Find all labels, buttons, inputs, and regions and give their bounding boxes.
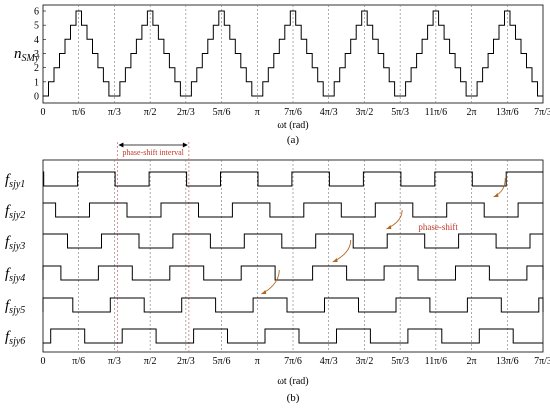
x-tick-label: 2π/3 <box>177 107 195 118</box>
x-tick-label: π <box>255 107 260 118</box>
switching-trace-sjy4 <box>42 265 544 281</box>
x-tick-label: 2π <box>467 107 477 118</box>
x-tick-label: 13π/6 <box>496 356 519 367</box>
trace-label-sjy2: fsjy2 <box>5 203 25 221</box>
panel-a-xlabel: ωt (rad) <box>277 120 308 131</box>
panel-a-ylabel: nSMy <box>14 46 40 64</box>
switching-trace-sjy5 <box>42 297 544 313</box>
x-tick-label: 7π/3 <box>534 107 550 118</box>
panel-a-caption: (a) <box>287 134 300 146</box>
x-tick-label: π/6 <box>72 356 85 367</box>
x-tick-label: 7π/6 <box>284 356 302 367</box>
panel-b-xlabel: ωt (rad) <box>277 376 308 387</box>
x-tick-label: π/2 <box>144 356 157 367</box>
x-tick-label: 2π/3 <box>177 356 195 367</box>
x-tick-label: 0 <box>41 356 46 367</box>
y-tick-label: 3 <box>34 49 39 60</box>
phase-shift-arrowhead <box>332 258 338 262</box>
y-tick-label: 2 <box>34 63 39 74</box>
panel-b-x-ticks: 0 π/6 π/3 π/2 2π/3 5π/6 π 7π/6 4π/3 3π/2 5π/3 11π/6… <box>41 356 550 367</box>
switching-trace-sjy2 <box>43 202 543 218</box>
x-tick-label: π/2 <box>144 107 157 118</box>
x-tick-label: 7π/6 <box>284 107 302 118</box>
phase-shift-arrow <box>261 269 280 295</box>
trace-label-sjy4: fsjy4 <box>5 266 25 284</box>
x-tick-label: π/3 <box>108 107 121 118</box>
switching-trace-sjy6 <box>43 328 543 344</box>
x-tick-label: 13π/6 <box>496 107 519 118</box>
x-tick-label: 5π/3 <box>391 356 409 367</box>
y-tick-label: 5 <box>34 21 39 32</box>
x-tick-label: 3π/2 <box>356 107 374 118</box>
switching-traces <box>42 171 544 344</box>
x-tick-label: 0 <box>41 107 46 118</box>
phase-shift-arrow <box>386 209 403 230</box>
x-tick-label: 4π/3 <box>320 356 338 367</box>
x-tick-label: 11π/6 <box>425 107 447 118</box>
phase-shift-arrow <box>493 177 506 198</box>
y-tick-label: 1 <box>34 77 39 88</box>
phase-shift-arrow <box>332 239 352 263</box>
switching-trace-sjy1 <box>43 171 543 187</box>
trace-label-sjy3: fsjy3 <box>5 234 25 252</box>
phase-shift-arrowhead <box>261 290 267 294</box>
staircase-trace <box>43 10 543 97</box>
panel-a-y-ticks: 0 1 2 3 4 5 6 <box>34 7 46 103</box>
y-tick-label: 4 <box>34 35 39 46</box>
trace-label-sjy6: fsjy6 <box>5 329 25 347</box>
phase-shift-label: phase-shift <box>418 222 458 232</box>
x-tick-label: π/3 <box>108 356 121 367</box>
x-tick-label: 5π/6 <box>213 107 231 118</box>
panel-a-x-ticks: 0 π/6 π/3 π/2 2π/3 5π/6 π 7π/6 4π/3 3π/2 5π/3 11π/6… <box>41 107 550 118</box>
panel-b-gridlines <box>78 160 508 352</box>
x-tick-label: 11π/6 <box>425 356 447 367</box>
trace-label-sjy5: fsjy5 <box>5 298 25 316</box>
switching-trace-sjy3 <box>43 233 543 249</box>
x-tick-label: 5π/6 <box>213 356 231 367</box>
panel-a-gridlines <box>78 5 508 103</box>
x-tick-label: π/6 <box>72 107 85 118</box>
interval-label: phase-shift interval <box>122 148 184 157</box>
x-tick-label: 7π/3 <box>534 356 550 367</box>
interval-arrowhead-left <box>118 142 124 148</box>
x-tick-label: π <box>255 356 260 367</box>
x-tick-label: 5π/3 <box>391 107 409 118</box>
y-tick-label: 6 <box>34 7 39 18</box>
phase-shift-arrowhead <box>493 193 499 197</box>
x-tick-label: 3π/2 <box>356 356 374 367</box>
panel-b: phase-shift interval fsjy1fsjy2fsjy3fsjy… <box>5 142 550 404</box>
trace-label-sjy1: fsjy1 <box>5 172 25 190</box>
interval-arrowhead-right <box>182 142 188 148</box>
switching-labels: fsjy1 fsjy2 fsjy3 fsjy4 fsjy5 fsjy6 <box>5 172 25 347</box>
panel-a: 0 1 2 3 4 5 6 0 π/6 π/3 π/2 2π/3 5π/6 π 7π/6 4π/3 3π/2 5… <box>14 4 550 146</box>
x-tick-label: 2π <box>467 356 477 367</box>
phase-shift-arrows: phase-shift <box>261 177 506 295</box>
y-tick-label: 0 <box>34 92 39 103</box>
phase-shift-interval-marker: phase-shift interval <box>117 142 190 352</box>
panel-b-caption: (b) <box>287 392 300 404</box>
x-tick-label: 4π/3 <box>320 107 338 118</box>
phase-shift-arrowhead <box>386 225 392 229</box>
